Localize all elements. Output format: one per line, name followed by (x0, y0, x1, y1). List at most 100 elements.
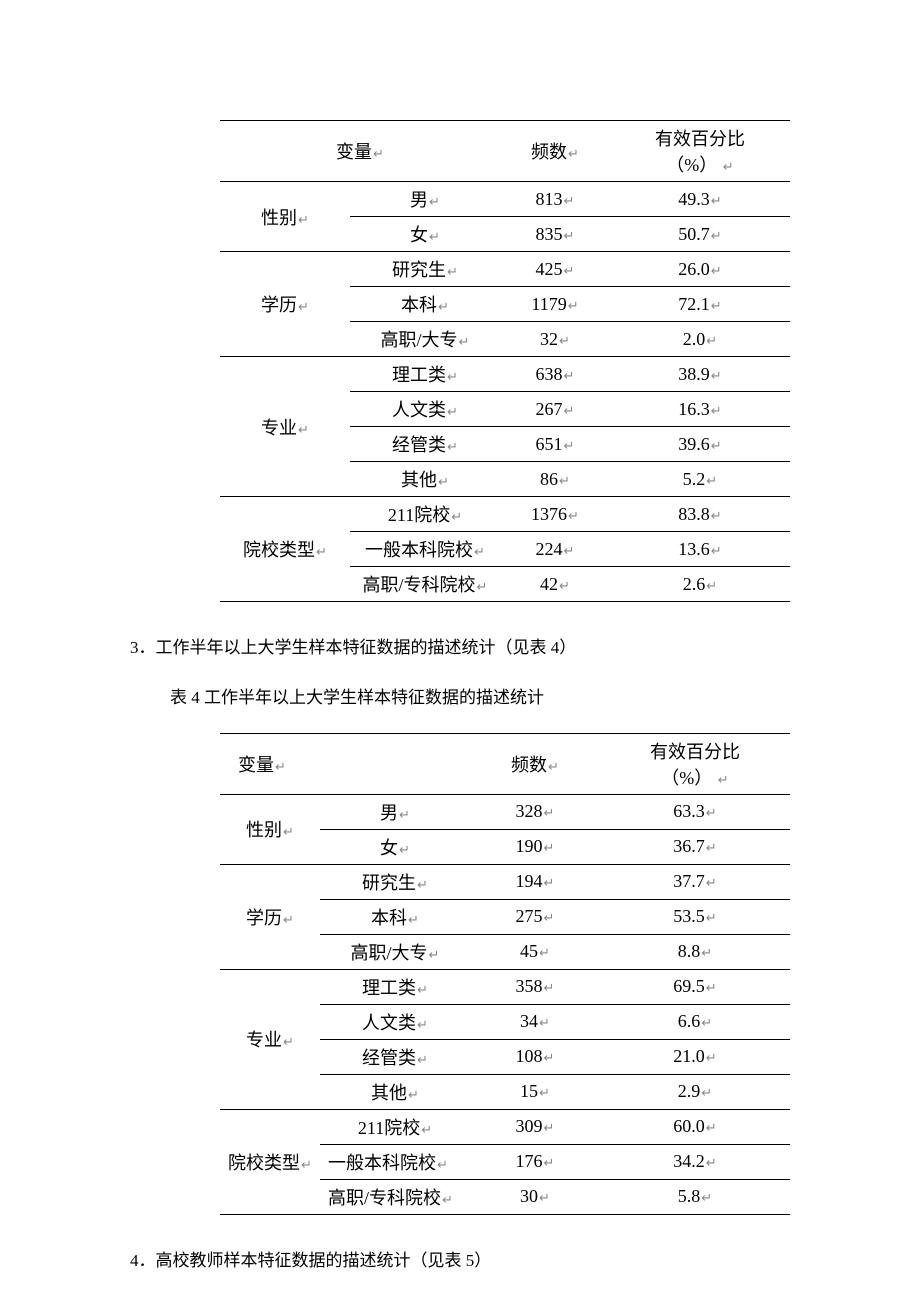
subcategory-cell: 高职/大专↵ (320, 934, 470, 969)
group-label: 专业↵ (220, 357, 350, 497)
percent-cell: 2.0↵ (610, 322, 790, 357)
table-3: 变量↵ 频数↵ 有效百分比 （%） ↵ 性别↵男↵813↵49.3↵ 女↵835↵… (220, 120, 790, 602)
frequency-cell: 267↵ (500, 392, 610, 427)
group-label: 性别↵ (220, 794, 320, 864)
table-3-header-row: 变量↵ 频数↵ 有效百分比 （%） ↵ (220, 121, 790, 182)
table-4-header-row: 变量↵ 频数↵ 有效百分比 （%） ↵ (220, 733, 790, 794)
hdr-frequency: 频数↵ (500, 121, 610, 182)
subcategory-cell: 本科↵ (350, 287, 500, 322)
percent-cell: 21.0↵ (600, 1039, 790, 1074)
frequency-cell: 1376↵ (500, 497, 610, 532)
percent-cell: 63.3↵ (600, 794, 790, 829)
return-mark: ↵ (723, 159, 734, 174)
frequency-cell: 30↵ (470, 1179, 600, 1214)
frequency-cell: 651↵ (500, 427, 610, 462)
hdr-variable: 变量↵ (220, 733, 470, 794)
table-3-container: 变量↵ 频数↵ 有效百分比 （%） ↵ 性别↵男↵813↵49.3↵ 女↵835↵… (220, 120, 790, 602)
percent-cell: 5.2↵ (610, 462, 790, 497)
subcategory-cell: 人文类↵ (320, 1004, 470, 1039)
hdr-valid-pct: 有效百分比 （%） ↵ (610, 121, 790, 182)
percent-cell: 60.0↵ (600, 1109, 790, 1144)
return-mark: ↵ (548, 759, 559, 774)
subcategory-cell: 一般本科院校↵ (320, 1144, 470, 1179)
subcategory-cell: 研究生↵ (350, 252, 500, 287)
frequency-cell: 224↵ (500, 532, 610, 567)
frequency-cell: 176↵ (470, 1144, 600, 1179)
subcategory-cell: 211院校↵ (320, 1109, 470, 1144)
frequency-cell: 813↵ (500, 182, 610, 217)
table-4: 变量↵ 频数↵ 有效百分比 （%） ↵ 性别↵男↵328↵63.3↵女↵190↵… (220, 733, 790, 1215)
frequency-cell: 309↵ (470, 1109, 600, 1144)
group-label: 性别↵ (220, 182, 350, 252)
percent-cell: 8.8↵ (600, 934, 790, 969)
percent-cell: 26.0↵ (610, 252, 790, 287)
group-label: 院校类型↵ (220, 1109, 320, 1214)
subcategory-cell: 一般本科院校↵ (350, 532, 500, 567)
subcategory-cell: 211院校↵ (350, 497, 500, 532)
percent-cell: 50.7↵ (610, 217, 790, 252)
table-row: 专业↵理工类↵358↵69.5↵ (220, 969, 790, 1004)
subcategory-cell: 人文类↵ (350, 392, 500, 427)
percent-cell: 39.6↵ (610, 427, 790, 462)
frequency-cell: 190↵ (470, 829, 600, 864)
return-mark: ↵ (275, 759, 286, 774)
subcategory-cell: 理工类↵ (320, 969, 470, 1004)
return-mark: ↵ (373, 146, 384, 161)
group-label: 院校类型↵ (220, 497, 350, 602)
frequency-cell: 42↵ (500, 567, 610, 602)
frequency-cell: 15↵ (470, 1074, 600, 1109)
subcategory-cell: 本科↵ (320, 899, 470, 934)
table-row: 学历↵研究生↵425↵26.0↵ (220, 252, 790, 287)
frequency-cell: 32↵ (500, 322, 610, 357)
percent-cell: 16.3↵ (610, 392, 790, 427)
percent-cell: 37.7↵ (600, 864, 790, 899)
subcategory-cell: 男↵ (320, 794, 470, 829)
subcategory-cell: 高职/大专↵ (350, 322, 500, 357)
group-label: 学历↵ (220, 252, 350, 357)
subcategory-cell: 男↵ (350, 182, 500, 217)
subcategory-cell: 其他↵ (350, 462, 500, 497)
group-label: 专业↵ (220, 969, 320, 1109)
return-mark: ↵ (718, 772, 729, 787)
frequency-cell: 425↵ (500, 252, 610, 287)
paragraph-4: 4．高校教师样本特征数据的描述统计（见表 5） (130, 1245, 800, 1277)
frequency-cell: 1179↵ (500, 287, 610, 322)
table-row: 学历↵研究生↵194↵37.7↵ (220, 864, 790, 899)
percent-cell: 34.2↵ (600, 1144, 790, 1179)
frequency-cell: 835↵ (500, 217, 610, 252)
subcategory-cell: 理工类↵ (350, 357, 500, 392)
percent-cell: 38.9↵ (610, 357, 790, 392)
table-4-container: 变量↵ 频数↵ 有效百分比 （%） ↵ 性别↵男↵328↵63.3↵女↵190↵… (220, 733, 790, 1215)
percent-cell: 6.6↵ (600, 1004, 790, 1039)
percent-cell: 2.6↵ (610, 567, 790, 602)
table-row: 院校类型↵211院校↵1376↵83.8↵ (220, 497, 790, 532)
table-row: 性别↵男↵328↵63.3↵ (220, 794, 790, 829)
percent-cell: 36.7↵ (600, 829, 790, 864)
return-mark: ↵ (568, 146, 579, 161)
percent-cell: 13.6↵ (610, 532, 790, 567)
frequency-cell: 638↵ (500, 357, 610, 392)
frequency-cell: 275↵ (470, 899, 600, 934)
subcategory-cell: 高职/专科院校↵ (320, 1179, 470, 1214)
percent-cell: 53.5↵ (600, 899, 790, 934)
percent-cell: 83.8↵ (610, 497, 790, 532)
percent-cell: 72.1↵ (610, 287, 790, 322)
subcategory-cell: 女↵ (320, 829, 470, 864)
subcategory-cell: 经管类↵ (320, 1039, 470, 1074)
frequency-cell: 328↵ (470, 794, 600, 829)
table-row: 专业↵理工类↵638↵38.9↵ (220, 357, 790, 392)
percent-cell: 69.5↵ (600, 969, 790, 1004)
group-label: 学历↵ (220, 864, 320, 969)
subcategory-cell: 其他↵ (320, 1074, 470, 1109)
frequency-cell: 45↵ (470, 934, 600, 969)
frequency-cell: 34↵ (470, 1004, 600, 1039)
table-4-caption: 表 4 工作半年以上大学生样本特征数据的描述统计 (170, 682, 800, 714)
subcategory-cell: 女↵ (350, 217, 500, 252)
percent-cell: 2.9↵ (600, 1074, 790, 1109)
hdr-frequency: 频数↵ (470, 733, 600, 794)
subcategory-cell: 研究生↵ (320, 864, 470, 899)
paragraph-3: 3．工作半年以上大学生样本特征数据的描述统计（见表 4） (130, 632, 800, 664)
frequency-cell: 86↵ (500, 462, 610, 497)
percent-cell: 49.3↵ (610, 182, 790, 217)
percent-cell: 5.8↵ (600, 1179, 790, 1214)
